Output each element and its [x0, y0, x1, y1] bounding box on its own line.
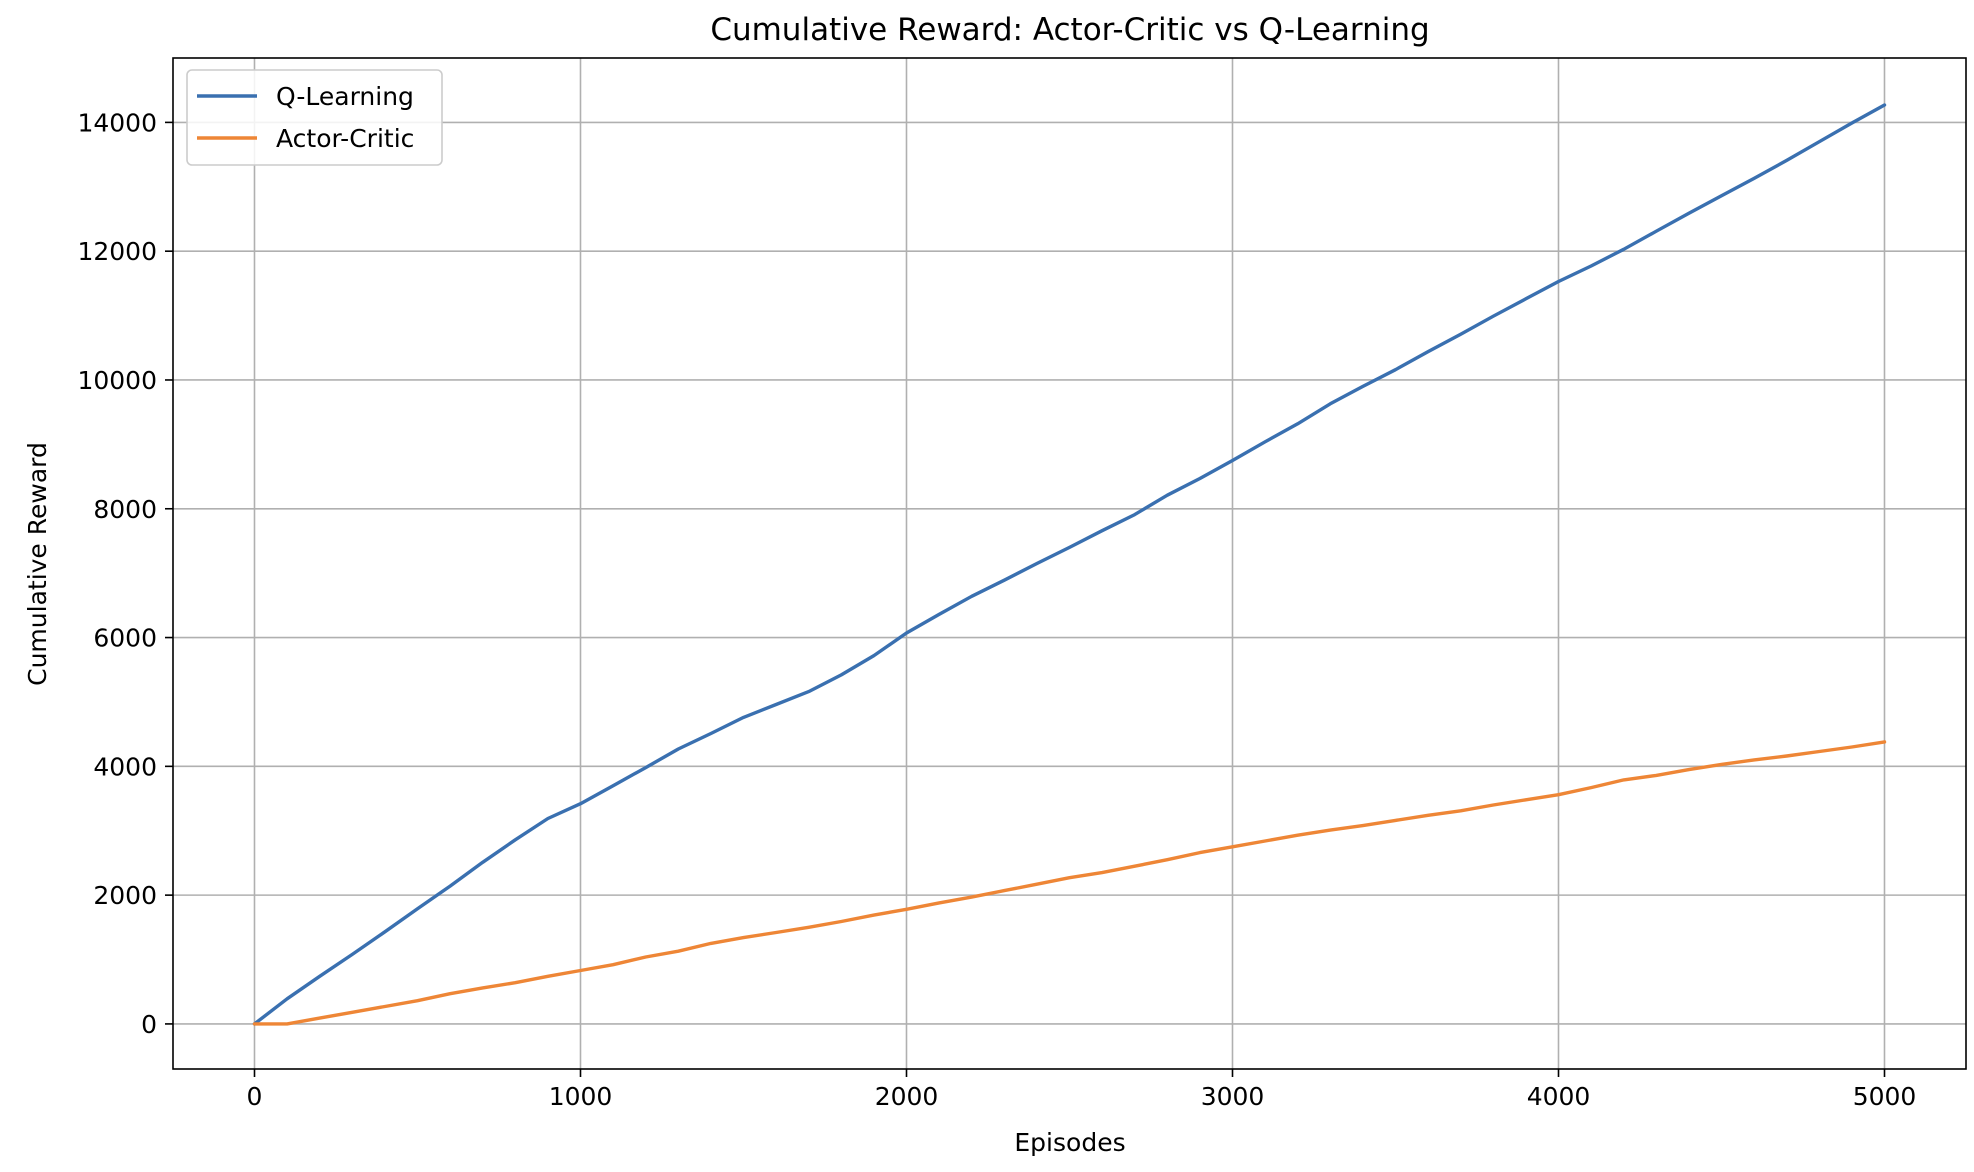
x-tick-label: 2000	[875, 1082, 939, 1111]
x-tick-label: 3000	[1201, 1082, 1265, 1111]
series-line-actor-critic	[252, 740, 1887, 1026]
legend-label-actor-critic: Actor-Critic	[276, 124, 414, 153]
y-axis: 0 2000 4000 6000 8000 10000 12000 14000	[77, 108, 173, 1039]
x-axis-label: Episodes	[1014, 1128, 1125, 1157]
y-tick-label: 6000	[93, 624, 157, 653]
y-tick-label: 8000	[93, 495, 157, 524]
legend-label-q-learning: Q-Learning	[276, 82, 414, 111]
y-tick-label: 0	[141, 1010, 157, 1039]
legend: Q-Learning Actor-Critic	[186, 69, 443, 166]
legend-box	[186, 69, 443, 166]
plot-frame	[172, 57, 1967, 1070]
gridlines	[173, 58, 1966, 1069]
y-tick-label: 10000	[77, 366, 157, 395]
series-layer	[252, 103, 1887, 1026]
x-tick-label: 0	[247, 1082, 263, 1111]
y-tick-label: 12000	[77, 237, 157, 266]
y-tick-label: 14000	[77, 108, 157, 137]
y-tick-label: 2000	[93, 881, 157, 910]
x-tick-label: 5000	[1853, 1082, 1917, 1111]
chart-title: Cumulative Reward: Actor-Critic vs Q-Lea…	[710, 12, 1429, 48]
x-axis: 0 1000 2000 3000 4000 5000	[247, 1069, 1917, 1111]
x-tick-label: 1000	[549, 1082, 613, 1111]
x-tick-label: 4000	[1527, 1082, 1591, 1111]
y-axis-label: Cumulative Reward	[23, 442, 52, 686]
series-line-q-learning	[252, 103, 1887, 1026]
y-tick-label: 4000	[93, 752, 157, 781]
